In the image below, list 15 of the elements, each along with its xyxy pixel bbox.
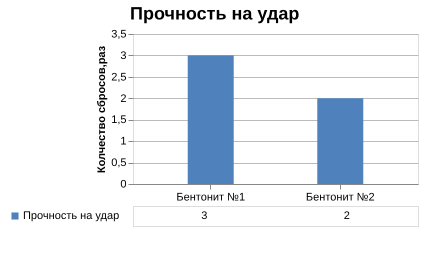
y-tick-label: 2 xyxy=(120,92,126,105)
data-label: 3 xyxy=(201,210,208,222)
y-tick-label: 3,5 xyxy=(111,28,126,40)
y-tick-label: 1 xyxy=(120,136,126,148)
y-tick-label: 0,5 xyxy=(111,157,126,170)
x-tick-label: Бентонит №2 xyxy=(306,192,375,204)
y-tick-label: 3 xyxy=(120,50,126,62)
x-tick-label: Бентонит №1 xyxy=(176,192,246,204)
y-axis-title: Колчество сбросов,раз xyxy=(96,45,108,174)
legend-label: Прочность на удар xyxy=(23,210,120,222)
y-tick-label: 2,5 xyxy=(111,71,126,84)
y-tick-label: 0 xyxy=(120,178,126,190)
y-tick-label: 1,5 xyxy=(111,114,126,126)
chart-title: Прочность на удар xyxy=(130,4,300,24)
data-label: 2 xyxy=(344,210,350,222)
